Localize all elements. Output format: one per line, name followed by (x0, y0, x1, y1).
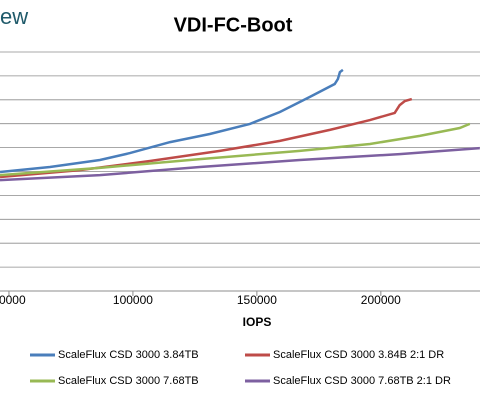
legend-label: ScaleFlux CSD 3000 3.84TB (58, 349, 199, 361)
series-line (0, 146, 480, 182)
legend-label: ScaleFlux CSD 3000 7.68TB 2:1 DR (273, 375, 451, 387)
x-tick-label: 200000 (361, 293, 401, 307)
chart-title: VDI-FC-Boot (174, 14, 293, 36)
x-tick-label: 150000 (237, 293, 277, 307)
legend-label: ScaleFlux CSD 3000 3.84B 2:1 DR (273, 349, 444, 361)
series-line (0, 97, 413, 179)
x-axis-label: IOPS (243, 315, 272, 329)
legend-label: ScaleFlux CSD 3000 7.68TB (58, 375, 199, 387)
x-tick-label: 50000 (0, 293, 26, 307)
logo: ew (0, 4, 28, 29)
x-tick-label: 100000 (113, 293, 153, 307)
series-line (0, 68, 344, 174)
series-line (0, 122, 471, 177)
